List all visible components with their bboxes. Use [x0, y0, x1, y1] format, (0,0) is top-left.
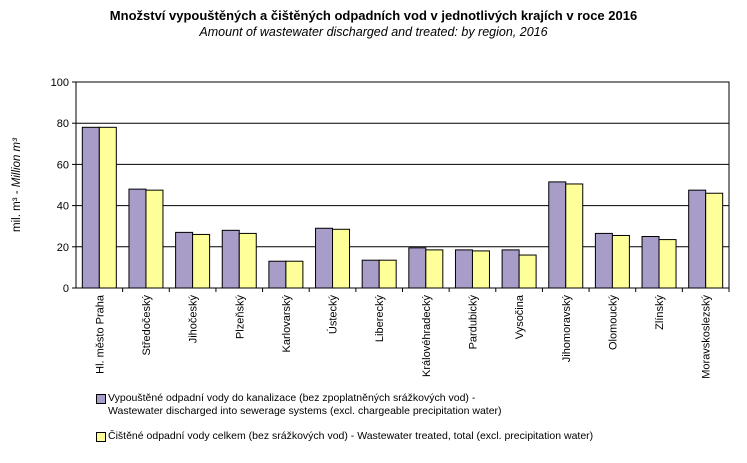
bar-discharged	[548, 181, 567, 289]
bar-discharged	[361, 259, 380, 289]
bar-treated	[611, 234, 630, 289]
bar-treated	[518, 254, 537, 289]
legend-label-discharged-line1: Vypouštěné odpadní vody do kanalizace (b…	[108, 392, 476, 404]
bar-treated	[192, 233, 211, 289]
bar-treated	[658, 239, 677, 289]
x-tick-label: Pardubický	[467, 295, 479, 350]
y-tick-label: 100	[51, 77, 69, 89]
legend-label-discharged-line2: Wastewater discharged into sewerage syst…	[108, 405, 502, 417]
x-tick-label: Olomoucký	[607, 295, 619, 351]
x-tick-label: Zlínský	[654, 295, 666, 330]
y-tick-label: 0	[63, 283, 69, 295]
bar-discharged	[454, 249, 473, 289]
y-tick-label: 60	[57, 159, 69, 171]
bar-treated	[705, 192, 724, 289]
chart-title: Množství vypouštěných a čištěných odpadn…	[109, 8, 638, 23]
bar-discharged	[221, 229, 240, 289]
x-tick-label: Středočeský	[141, 295, 153, 356]
legend-label-discharged: Vypouštěné odpadní vody do kanalizace (b…	[108, 392, 502, 418]
bar-treated	[425, 249, 444, 289]
bar-discharged	[268, 260, 287, 289]
plot-area	[75, 81, 730, 289]
bar-discharged	[315, 227, 334, 289]
bar-discharged	[175, 231, 194, 289]
bar-discharged	[408, 247, 427, 289]
x-tick-label: Karlovarský	[281, 295, 293, 353]
y-tick-label: 40	[57, 201, 69, 213]
bar-discharged	[128, 188, 147, 289]
bar-discharged	[81, 126, 100, 289]
chart-subtitle: Amount of wastewater discharged and trea…	[199, 25, 548, 39]
bar-treated	[145, 189, 164, 289]
x-tick-label: Hl. město Praha	[94, 294, 106, 374]
x-tick-label: Jihočeský	[188, 295, 200, 344]
x-tick-label: Vysočina	[514, 294, 526, 339]
legend-swatch-discharged	[96, 394, 106, 404]
bar-discharged	[688, 189, 707, 289]
x-tick-label: Moravskoslezský	[701, 295, 713, 379]
x-tick-label: Královéhradecký	[421, 295, 433, 377]
y-tick-label: 80	[57, 118, 69, 130]
bar-treated	[98, 126, 117, 289]
bar-chart: 0 20 40 60 80 100 Hl. město Praha Středočeský J…	[11, 77, 730, 379]
bar-discharged	[594, 232, 613, 289]
y-axis-label: mil. m³ - Million m³	[11, 137, 23, 232]
x-tick-label: Liberecký	[374, 295, 386, 343]
bar-treated	[471, 250, 490, 289]
y-tick-label: 20	[57, 242, 69, 254]
bar-treated	[332, 228, 351, 289]
bar-treated	[378, 259, 397, 289]
x-tick-label: Ústecký	[327, 295, 340, 335]
legend-swatch-treated	[96, 432, 106, 442]
bar-treated	[285, 260, 304, 289]
x-tick-label: Jihomoravský	[561, 295, 573, 363]
bar-discharged	[501, 249, 520, 289]
bar-treated	[565, 183, 584, 289]
bar-treated	[238, 232, 257, 289]
legend-label-treated: Čištěné odpadní vody celkem (bez srážkov…	[108, 430, 594, 442]
bar-discharged	[641, 236, 660, 289]
x-tick-label: Plzeňský	[234, 295, 246, 340]
